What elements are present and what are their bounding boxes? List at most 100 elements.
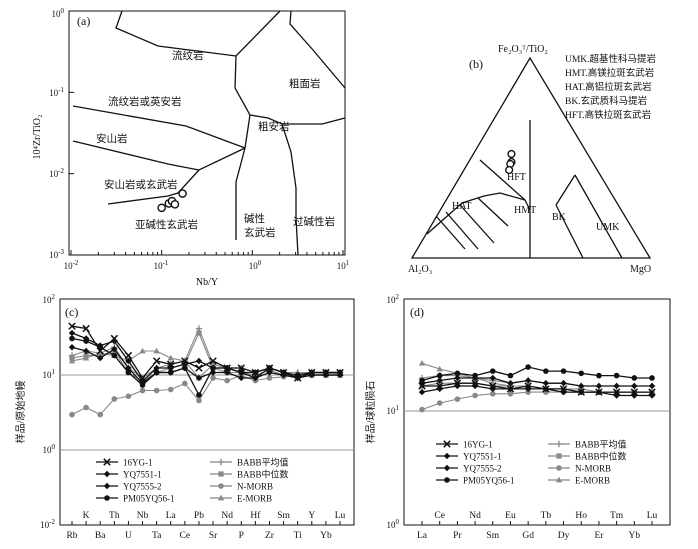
series-point-glyph [181,361,189,368]
series-point-glyph [68,322,76,330]
sample-point [507,149,516,159]
legend-marker [444,477,450,483]
field-rhyodacite-dacite: 流纹岩或英安岩 [108,95,182,108]
field-rhyolite: 流纹岩 [172,49,204,62]
legend-marker [555,476,563,483]
x-tick-label: Nd [469,511,481,521]
x-tick-label: Pb [194,511,204,521]
panel-a-tick-marks [69,10,344,256]
x-tick-label: Y [308,511,315,521]
series-point [195,357,203,365]
series-point [507,385,514,393]
legend-note-hat: HAT.高铝拉斑玄武岩 [565,81,652,93]
series-point-glyph [648,382,656,390]
panel-c-spider-primitive-mantle: (c) 10-2 100 101 102 样品/原始地幔 RbKBaThUNbT… [14,293,355,541]
series-point [68,322,76,330]
series-point [631,392,638,399]
series-point-glyph [195,357,203,365]
x-tick-label: Sm [486,531,499,541]
legend-marker-glyph [556,465,562,471]
field-peralkaline: 过碱性岩 [293,215,335,228]
ternary-triangle [410,56,652,259]
legend-marker [218,471,224,477]
series-point-glyph [209,357,217,365]
series-point-glyph [648,392,656,399]
panel-c-y-axis-label: 样品/原始地幔 [14,381,27,444]
series-point-glyph [167,360,175,368]
ternary-field-names: HFT HAT HMT BK UMK [452,172,620,233]
series-point [152,357,161,365]
x-tick-label: Ta [152,531,162,541]
series-point [308,369,315,376]
series-point-glyph [542,379,550,387]
ternary-field-boundaries [426,120,623,259]
legend-marker [443,464,451,472]
series-point-glyph [266,375,273,381]
series-point-glyph [524,377,532,384]
y-tick-label: 101 [43,368,56,380]
legend-marker-glyph [104,495,110,501]
series-point [195,374,203,382]
series-point-glyph [97,411,104,418]
field-alkali-label-2: 玄武岩 [244,226,276,239]
series-point [196,392,202,398]
series-point [337,369,343,376]
legend-label: N-MORB [575,464,611,474]
series-point-glyph [525,364,531,370]
series-point [210,375,216,381]
series-point-glyph [82,347,90,355]
legend-item: N-MORB [210,482,273,492]
series-point [578,382,585,390]
panel-a-y-axis-label: 10⁴Zr/TiO₂ [32,115,43,160]
series-point [560,379,567,387]
series-point-glyph [560,388,567,396]
series-point-glyph [613,392,620,399]
series-point [237,364,245,372]
series-point-glyph [436,372,443,379]
series-point-glyph [454,382,461,390]
series-point-glyph [196,330,202,336]
series-point-glyph [69,411,75,418]
series-point-glyph [418,360,426,366]
series-point-glyph [210,375,216,381]
series-point [83,338,89,344]
series-point-glyph [68,357,76,364]
x-tick-label: 10-1 [154,259,169,271]
series-point [83,404,89,411]
sample-point [505,165,514,175]
series-point-glyph [111,345,118,353]
series-point [542,385,550,393]
x-tick-label: 101 [337,259,350,271]
series-point [489,390,496,397]
series-point-glyph [195,374,203,382]
legend-marker-glyph [218,483,224,489]
legend-marker-glyph [443,440,451,448]
series-point [224,377,230,384]
series-point [167,360,175,368]
series-point-glyph [595,388,603,396]
series-point [82,324,90,333]
x-tick-label: Ce [434,511,445,521]
series-point-glyph [648,388,656,396]
legend-label: PM05YQ56-1 [463,476,515,486]
series-point [649,375,655,381]
field-bk: BK [552,212,567,223]
series-point-glyph [181,357,189,365]
sample-point [170,200,180,209]
legend-marker [103,458,111,466]
series-point-glyph [578,382,585,390]
panel-c-legend: 16YG-1 YQ7551-1 YQ7555-2 PM05YQ56-1 BABB平均值B… [96,457,289,504]
series-point [223,369,231,376]
y-tick-label: 100 [52,7,65,19]
legend-note-umk: UMK.超基性科马提岩 [565,53,656,65]
series-point [507,390,514,397]
x-tick-label: Zr [265,531,275,541]
series-point-glyph [68,329,76,337]
series-point-glyph [578,370,585,377]
series-point-glyph [471,382,479,390]
series-point [210,365,216,371]
series-point-glyph [507,379,514,387]
series-point [238,374,245,382]
series-point-glyph [125,369,132,376]
